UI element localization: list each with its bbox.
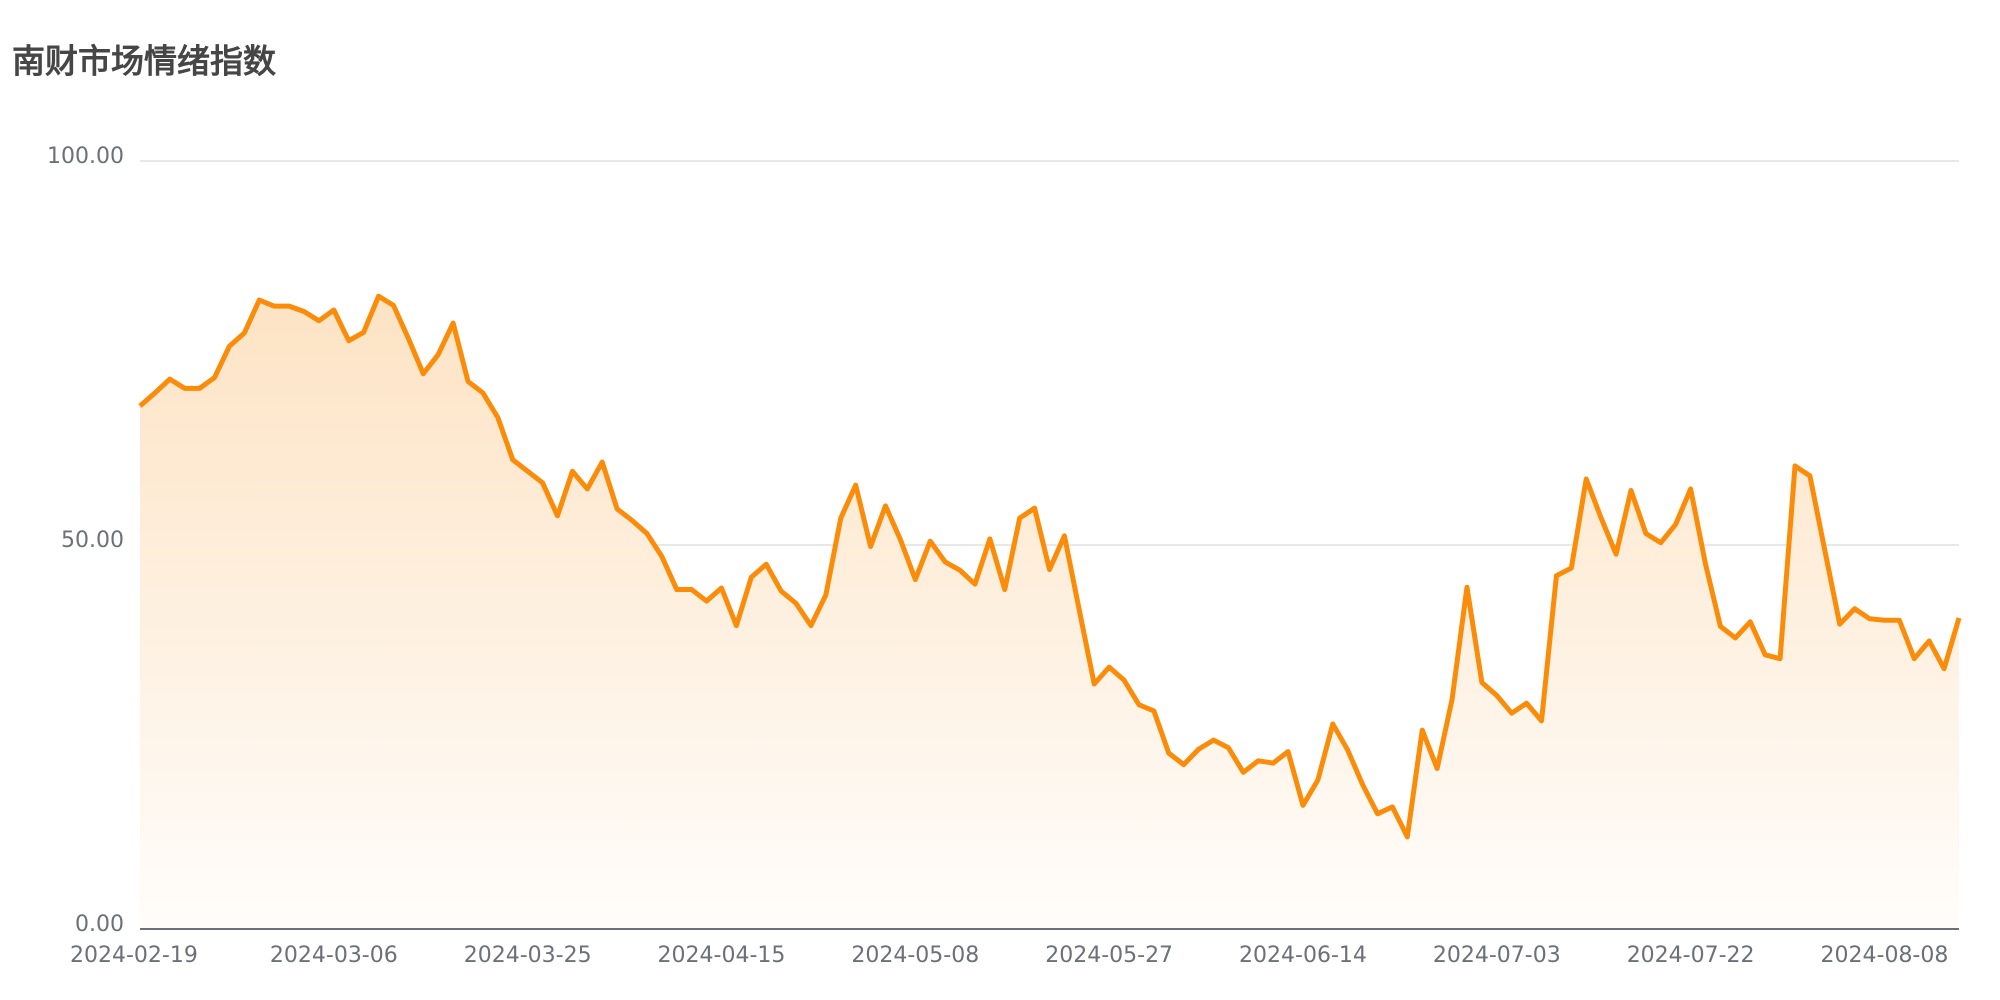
y-tick-label: 0.00	[75, 912, 124, 937]
x-tick-label: 2024-05-08	[851, 943, 979, 968]
chart-title: 南财市场情绪指数	[12, 42, 277, 81]
x-tick-label: 2024-07-22	[1627, 943, 1755, 968]
area-fill	[140, 296, 1959, 930]
x-tick-label: 2024-06-14	[1239, 943, 1367, 968]
y-tick-label: 50.00	[61, 528, 124, 553]
x-tick-label: 2024-03-06	[270, 943, 398, 968]
x-tick-label: 2024-05-27	[1045, 943, 1173, 968]
line	[138, 293, 1962, 840]
x-tick-label: 2024-07-03	[1433, 943, 1561, 968]
x-tick-label: 2024-04-15	[658, 943, 786, 968]
x-tick-label: 2024-03-25	[464, 943, 592, 968]
x-tick-label: 2024-08-08	[1821, 943, 1949, 968]
x-tick-label: 2024-02-19	[70, 943, 198, 968]
y-tick-label: 100.00	[47, 144, 124, 169]
